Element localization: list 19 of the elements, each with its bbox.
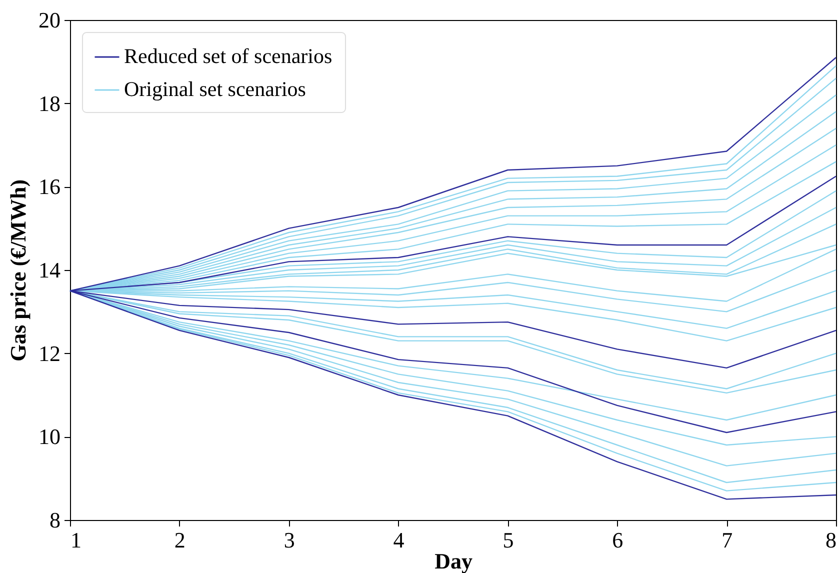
legend-label: Reduced set of scenarios [124, 44, 332, 68]
y-axis-title: Gas price (€/MWh) [6, 179, 30, 362]
y-tick-label: 8 [50, 508, 60, 532]
legend-label: Original set scenarios [124, 77, 306, 101]
y-tick-label: 18 [38, 90, 60, 116]
x-tick-label: 5 [502, 528, 514, 552]
x-axis-title: Day [434, 548, 472, 573]
x-tick-label: 8 [826, 528, 836, 552]
x-tick-label: 6 [612, 528, 624, 552]
x-tick-label: 4 [393, 528, 404, 552]
y-tick-label: 10 [38, 424, 60, 450]
x-tick-label: 2 [174, 528, 186, 552]
x-tick-label: 3 [284, 528, 295, 552]
x-tick-label: 1 [70, 528, 82, 552]
y-tick-label: 14 [38, 258, 60, 282]
y-tick-label: 12 [38, 340, 60, 366]
y-tick-label: 20 [38, 8, 60, 32]
x-tick-label: 7 [722, 528, 733, 552]
y-tick-label: 16 [38, 174, 60, 200]
